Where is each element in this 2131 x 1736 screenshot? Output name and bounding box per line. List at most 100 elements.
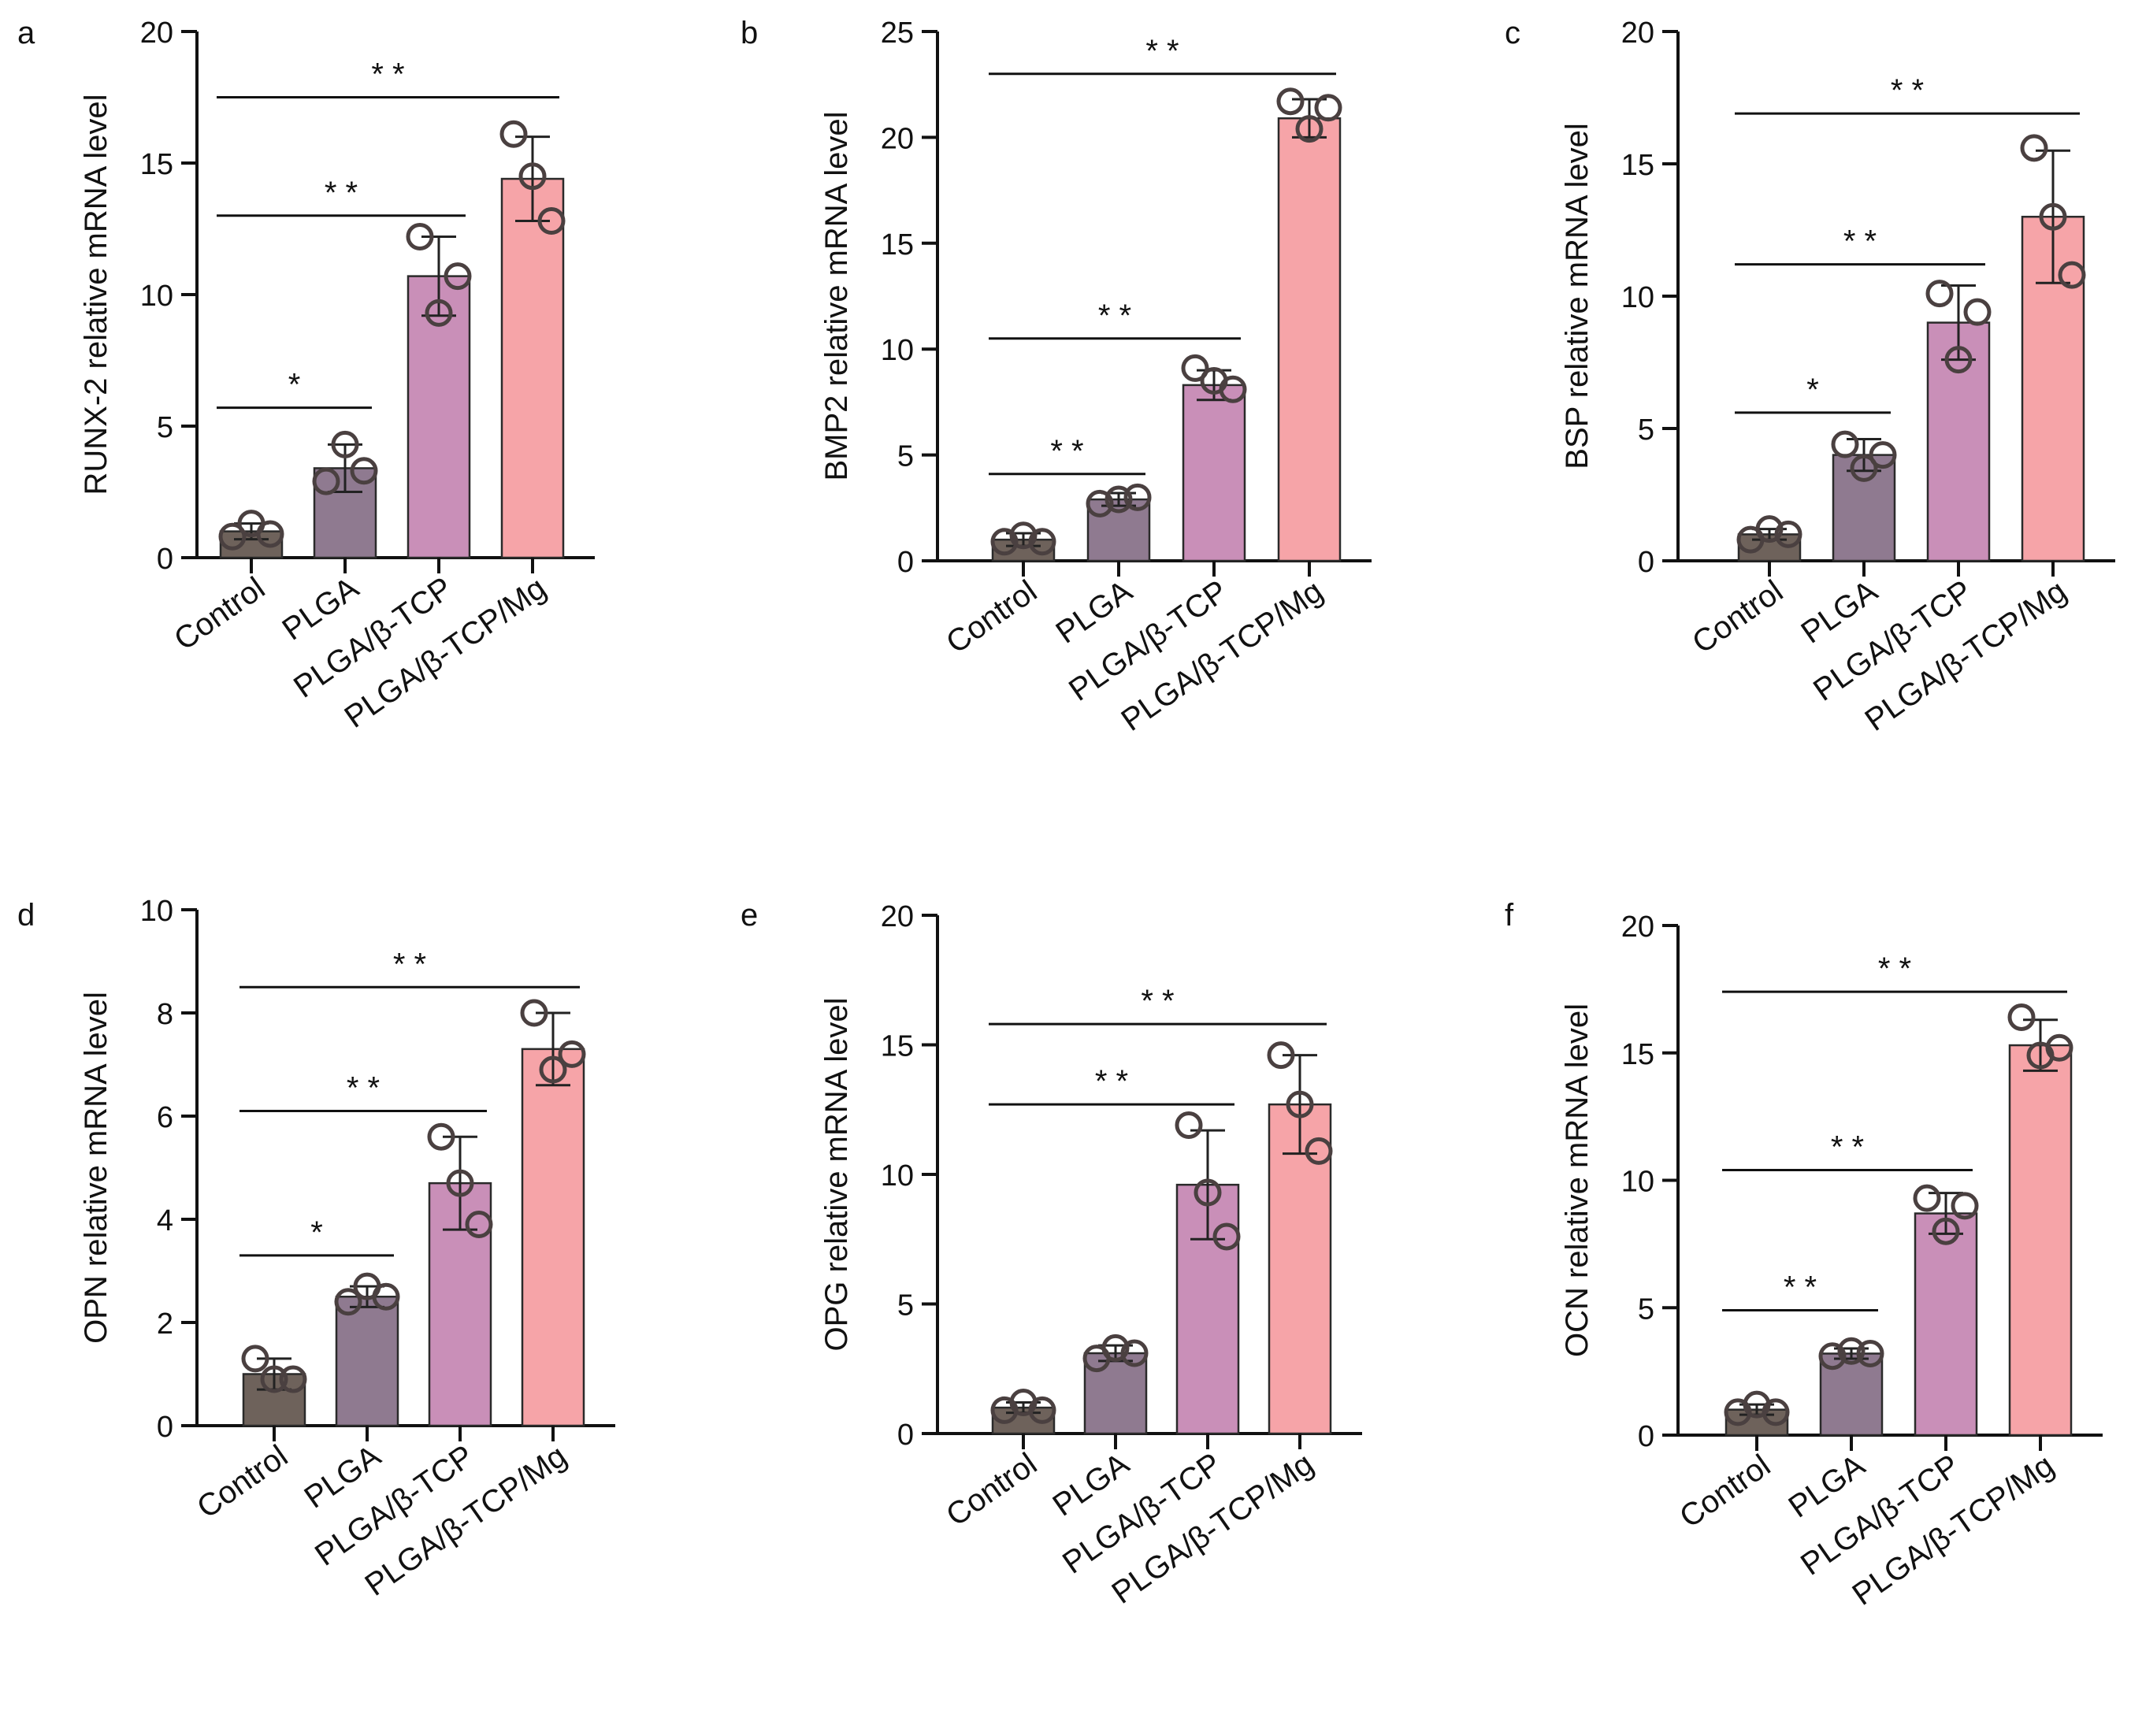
significance-label: * * bbox=[1891, 73, 1924, 108]
y-axis-label: BMP2 relative mRNA level bbox=[819, 111, 854, 480]
significance-label: * * bbox=[325, 176, 358, 210]
data-point bbox=[1175, 1111, 1203, 1139]
data-point bbox=[2058, 261, 2086, 289]
bar bbox=[1832, 454, 1896, 562]
data-point bbox=[425, 299, 453, 327]
bar bbox=[242, 1373, 306, 1427]
data-point bbox=[1295, 115, 1324, 143]
y-tick-label: 0 bbox=[897, 1419, 914, 1452]
panel-letter: a bbox=[17, 16, 35, 50]
data-point bbox=[520, 999, 548, 1027]
data-point bbox=[1818, 1342, 1847, 1371]
data-point bbox=[444, 262, 472, 291]
y-tick-label: 10 bbox=[881, 334, 914, 367]
y-tick-label: 8 bbox=[157, 998, 173, 1031]
y-tick-label: 0 bbox=[897, 546, 914, 579]
data-point bbox=[1009, 521, 1038, 550]
significance-label: * * bbox=[1784, 1270, 1817, 1304]
data-point bbox=[1944, 346, 1973, 374]
chart-panel-a: a 0 5 10 15 20 RUNX-2 relative mRNA level Contr… bbox=[17, 16, 595, 735]
y-axis-label: BSP relative mRNA level bbox=[1560, 123, 1595, 469]
data-point bbox=[1314, 94, 1342, 122]
significance-label: * bbox=[1806, 373, 1819, 407]
panel-letter: e bbox=[741, 898, 758, 933]
data-point bbox=[372, 1282, 400, 1311]
y-tick-label: 0 bbox=[1638, 546, 1654, 579]
y-tick-label: 15 bbox=[1621, 1038, 1654, 1071]
bar bbox=[1182, 384, 1246, 562]
bar bbox=[521, 1048, 585, 1427]
data-point bbox=[1305, 1137, 1333, 1165]
significance-label: * * bbox=[1050, 434, 1083, 469]
data-point bbox=[427, 1122, 455, 1151]
data-point bbox=[1856, 1339, 1884, 1367]
data-point bbox=[1963, 298, 1992, 326]
y-tick-label: 15 bbox=[1621, 149, 1654, 182]
bar bbox=[1277, 117, 1342, 562]
y-tick-label: 0 bbox=[1638, 1420, 1654, 1453]
data-point bbox=[279, 1365, 307, 1393]
data-point bbox=[1123, 483, 1152, 511]
data-point bbox=[558, 1040, 586, 1068]
data-point bbox=[1086, 489, 1114, 517]
y-tick-label: 5 bbox=[1638, 1293, 1654, 1326]
bar bbox=[335, 1296, 399, 1427]
significance-label: * * bbox=[1831, 1130, 1864, 1165]
y-tick-label: 10 bbox=[1621, 1166, 1654, 1199]
x-tick-label: Control bbox=[168, 570, 271, 657]
y-tick-label: 5 bbox=[157, 411, 173, 444]
data-point bbox=[1869, 441, 1897, 469]
data-point bbox=[1120, 1339, 1149, 1367]
data-point bbox=[1212, 1222, 1241, 1251]
panel-letter: b bbox=[741, 16, 758, 50]
data-point bbox=[1267, 1041, 1295, 1070]
y-tick-label: 15 bbox=[140, 148, 173, 181]
data-point bbox=[499, 120, 528, 148]
y-tick-label: 4 bbox=[157, 1204, 173, 1237]
data-point bbox=[2007, 1003, 2036, 1031]
x-tick-label: Control bbox=[940, 573, 1043, 660]
significance-label: * bbox=[310, 1215, 323, 1250]
y-tick-label: 25 bbox=[881, 17, 914, 50]
data-point bbox=[406, 223, 434, 251]
data-point bbox=[1194, 1178, 1222, 1207]
panel-letter: d bbox=[17, 898, 35, 933]
data-point bbox=[1932, 1217, 1960, 1245]
data-point bbox=[256, 520, 284, 548]
y-tick-label: 15 bbox=[881, 228, 914, 262]
data-point bbox=[1276, 87, 1305, 116]
y-tick-label: 20 bbox=[1621, 17, 1654, 50]
panel-letter: c bbox=[1505, 16, 1520, 50]
significance-label: * * bbox=[1095, 1064, 1128, 1099]
y-tick-label: 10 bbox=[140, 280, 173, 313]
y-tick-label: 20 bbox=[1621, 911, 1654, 944]
y-tick-label: 5 bbox=[1638, 414, 1654, 447]
data-point bbox=[1837, 1337, 1866, 1365]
bar bbox=[500, 177, 565, 559]
data-point bbox=[1028, 528, 1056, 556]
data-point bbox=[334, 1288, 362, 1316]
data-point bbox=[1101, 1334, 1130, 1362]
chart-panel-b: b 0 5 10 15 20 25 BMP2 relative mRNA level Contr… bbox=[741, 16, 1372, 738]
data-point bbox=[1774, 520, 1802, 548]
x-tick-label: Control bbox=[940, 1446, 1043, 1533]
bar bbox=[1268, 1103, 1332, 1435]
y-axis-label: OPG relative mRNA level bbox=[819, 997, 854, 1351]
y-tick-label: 10 bbox=[1621, 281, 1654, 314]
panel-letter: f bbox=[1505, 898, 1514, 933]
y-tick-label: 0 bbox=[157, 1411, 173, 1444]
y-tick-label: 10 bbox=[881, 1159, 914, 1193]
data-point bbox=[1219, 375, 1247, 403]
data-point bbox=[260, 1365, 288, 1393]
y-tick-label: 20 bbox=[881, 122, 914, 155]
y-tick-label: 10 bbox=[140, 895, 173, 928]
y-tick-label: 20 bbox=[881, 900, 914, 933]
y-tick-label: 20 bbox=[140, 17, 173, 50]
data-point bbox=[2039, 202, 2067, 231]
data-point bbox=[1181, 354, 1209, 382]
data-point bbox=[1951, 1192, 1979, 1220]
